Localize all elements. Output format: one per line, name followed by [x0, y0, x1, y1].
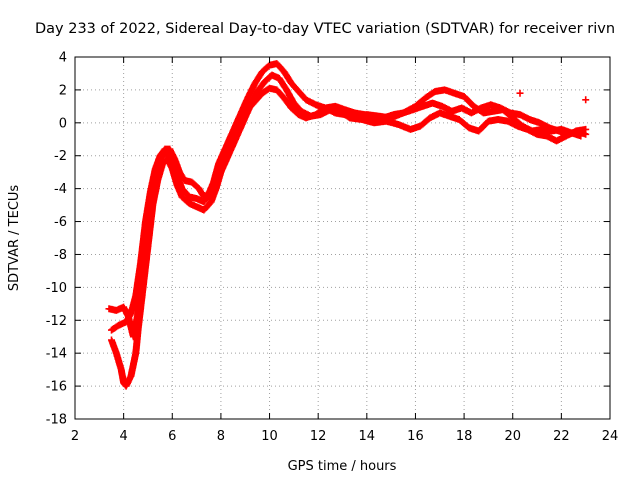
x-tick-label: 18: [456, 429, 473, 444]
x-tick-label: 10: [261, 429, 278, 444]
x-tick-label: 20: [504, 429, 521, 444]
y-tick-label: -14: [46, 347, 67, 362]
plot-frame: [74, 56, 611, 420]
x-tick-label: 2: [71, 429, 79, 444]
y-tick-label: -2: [54, 149, 67, 164]
chart-title: Day 233 of 2022, Sidereal Day-to-day VTE…: [35, 21, 615, 37]
data-point-markers: [516, 89, 590, 104]
y-axis-label: SDTVAR / TECUs: [7, 185, 22, 292]
series-isolated: [516, 89, 590, 104]
y-tick-label: -16: [46, 380, 67, 395]
y-tick-label: -4: [54, 182, 67, 197]
y-tick-label: 4: [59, 51, 67, 66]
series-track-C: [105, 84, 590, 341]
data-point-markers: [105, 84, 590, 341]
y-tick-label: -10: [46, 281, 67, 296]
x-tick-label: 24: [602, 429, 619, 444]
y-tick-label: -6: [54, 215, 67, 230]
data-points: [105, 60, 590, 390]
x-tick-label: 16: [407, 429, 424, 444]
x-tick-label: 12: [310, 429, 327, 444]
x-axis-label: GPS time / hours: [288, 459, 397, 474]
x-tick-label: 22: [553, 429, 570, 444]
x-tick-label: 4: [119, 429, 127, 444]
y-tick-label: 2: [59, 83, 67, 98]
axis-ticks: 2 4 6 8 10 12 14 16 18 20 22 24420-2-4-6-8-10-12-14…: [46, 51, 619, 445]
y-tick-label: 0: [59, 116, 67, 131]
x-tick-label: 14: [359, 429, 376, 444]
x-tick-label: 8: [217, 429, 225, 444]
y-tick-label: -8: [54, 248, 67, 263]
y-tick-label: -12: [46, 314, 67, 329]
y-tick-label: -18: [46, 413, 67, 428]
x-tick-label: 6: [168, 429, 176, 444]
